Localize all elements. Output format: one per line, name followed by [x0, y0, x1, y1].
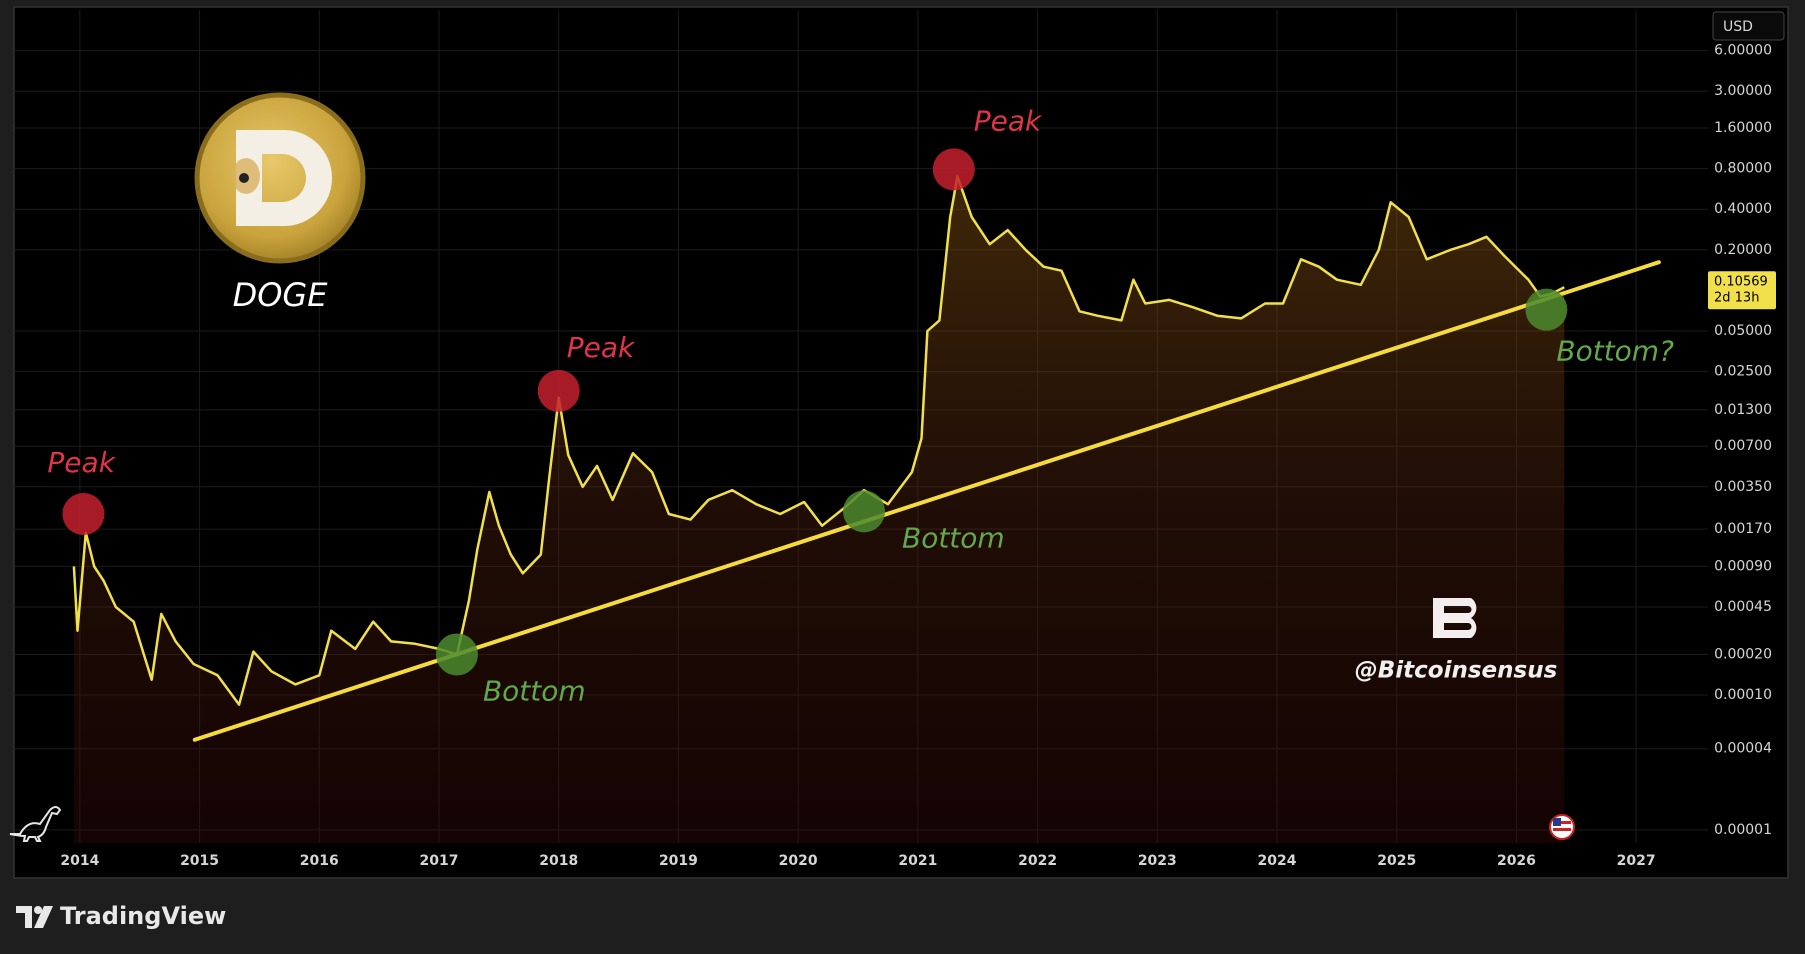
y-tick-label: 0.00020 [1714, 646, 1772, 662]
y-tick-label: 1.60000 [1714, 120, 1772, 136]
annotation-label: Bottom [902, 521, 1005, 554]
annotation-marker [1525, 288, 1568, 331]
y-tick-label: 0.00010 [1714, 687, 1772, 703]
annotation-label: Peak [47, 446, 116, 479]
price-label: 0.10569 [1714, 275, 1768, 290]
annotation-label: Bottom [483, 674, 586, 707]
annotation-marker [842, 490, 885, 533]
annotation-marker [932, 148, 975, 191]
brand[interactable]: TradingView [60, 902, 226, 930]
y-tick-label: 0.40000 [1714, 201, 1772, 217]
y-tick-label: 0.01300 [1714, 402, 1772, 418]
event-flag [1549, 814, 1575, 840]
countdown: 2d 13h [1714, 291, 1759, 306]
annotation-marker [537, 369, 580, 412]
annotation-label: Peak [567, 331, 636, 364]
x-tick-label: 2017 [420, 853, 459, 869]
x-tick-label: 2021 [898, 853, 937, 869]
x-tick-label: 2023 [1138, 853, 1177, 869]
watermark-logo [1433, 598, 1477, 638]
x-tick-label: 2018 [539, 853, 578, 869]
x-tick-label: 2015 [180, 853, 219, 869]
brand-logo [16, 906, 53, 928]
x-tick-label: 2025 [1377, 853, 1416, 869]
annotation-label: Peak [974, 104, 1043, 137]
price-label-box [1708, 271, 1776, 310]
x-tick-label: 2027 [1617, 853, 1656, 869]
x-tick-label: 2022 [1018, 853, 1057, 869]
y-tick-label: 0.00001 [1714, 822, 1772, 838]
annotation-label: Bottom? [1556, 335, 1674, 368]
annotation-marker [62, 492, 105, 535]
y-tick-label: 0.80000 [1714, 161, 1772, 177]
y-tick-label: 6.00000 [1714, 43, 1772, 59]
x-tick-label: 2016 [300, 853, 339, 869]
y-tick-label: 3.00000 [1714, 83, 1772, 99]
y-tick-label: 0.05000 [1714, 323, 1772, 339]
y-tick-label: 0.00350 [1714, 479, 1772, 495]
dino-icon [9, 806, 62, 842]
x-tick-label: 2026 [1497, 853, 1536, 869]
x-tick-label: 2024 [1258, 853, 1297, 869]
x-tick-label: 2019 [659, 853, 698, 869]
watermark-text: @Bitcoinsensus [1355, 658, 1558, 684]
price-line [72, 175, 1565, 706]
asset-label: DOGE [233, 276, 329, 314]
y-tick-label: 0.02500 [1714, 364, 1772, 380]
y-tick-label: 0.20000 [1714, 242, 1772, 258]
currency[interactable]: USD [1723, 19, 1753, 35]
y-tick-label: 0.00170 [1714, 521, 1772, 537]
plot [62, 148, 1661, 843]
x-tick-label: 2014 [60, 853, 99, 869]
doge-logo [194, 92, 366, 264]
area [73, 176, 1565, 843]
y-tick-label: 0.00045 [1714, 599, 1772, 615]
y-tick-label: 0.00700 [1714, 438, 1772, 454]
y-tick-label: 0.00090 [1714, 558, 1772, 574]
x-tick-label: 2020 [779, 853, 818, 869]
currency-box[interactable] [1712, 11, 1785, 41]
annotation-marker [435, 633, 478, 676]
y-tick-label: 0.00004 [1714, 741, 1772, 757]
